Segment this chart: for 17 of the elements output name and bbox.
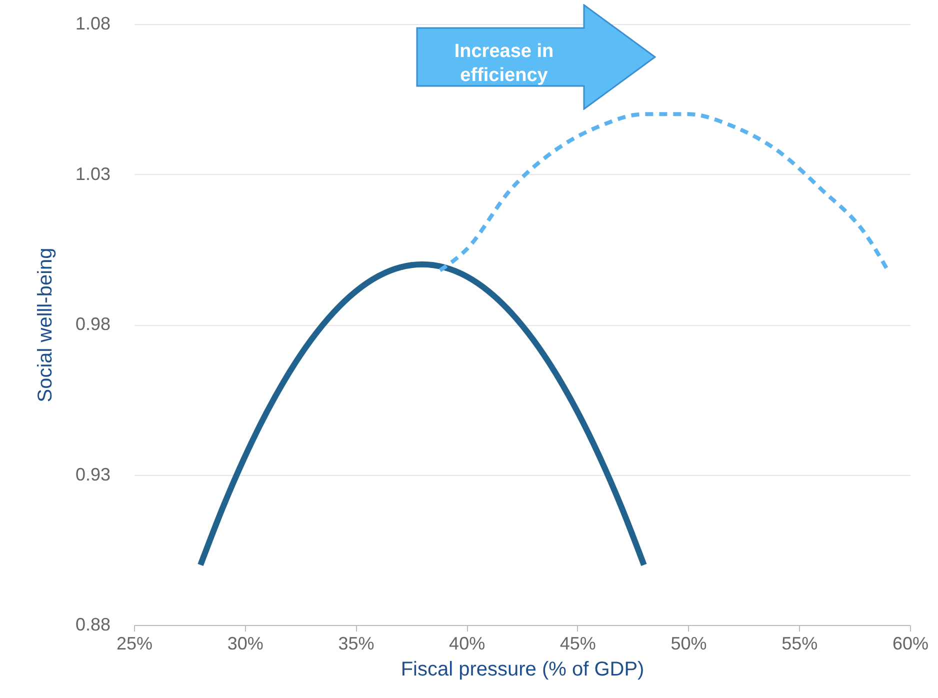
x-tick-label: 40%: [449, 634, 486, 654]
x-tick-label: 25%: [116, 634, 153, 654]
x-axis-title: Fiscal pressure (% of GDP): [400, 658, 644, 680]
x-tick-label: 45%: [560, 634, 596, 654]
y-tick-label: 0.98: [75, 314, 110, 334]
x-tick-label: 60%: [892, 634, 929, 654]
y-tick-label: 1.03: [75, 164, 110, 184]
x-tick-label: 50%: [670, 634, 707, 654]
annotation: Increase in efficiency: [453, 40, 555, 88]
x-tick-label: 55%: [782, 634, 818, 654]
y-tick-label: 1.08: [75, 14, 110, 34]
x-tick-label: 35%: [338, 634, 374, 654]
y-axis-title: Social welll-being: [34, 248, 56, 402]
x-tick-label: 30%: [227, 634, 264, 654]
line-series: [438, 112, 890, 272]
y-tick-label: 0.93: [75, 464, 110, 484]
y-tick-label: 0.88: [75, 614, 110, 634]
